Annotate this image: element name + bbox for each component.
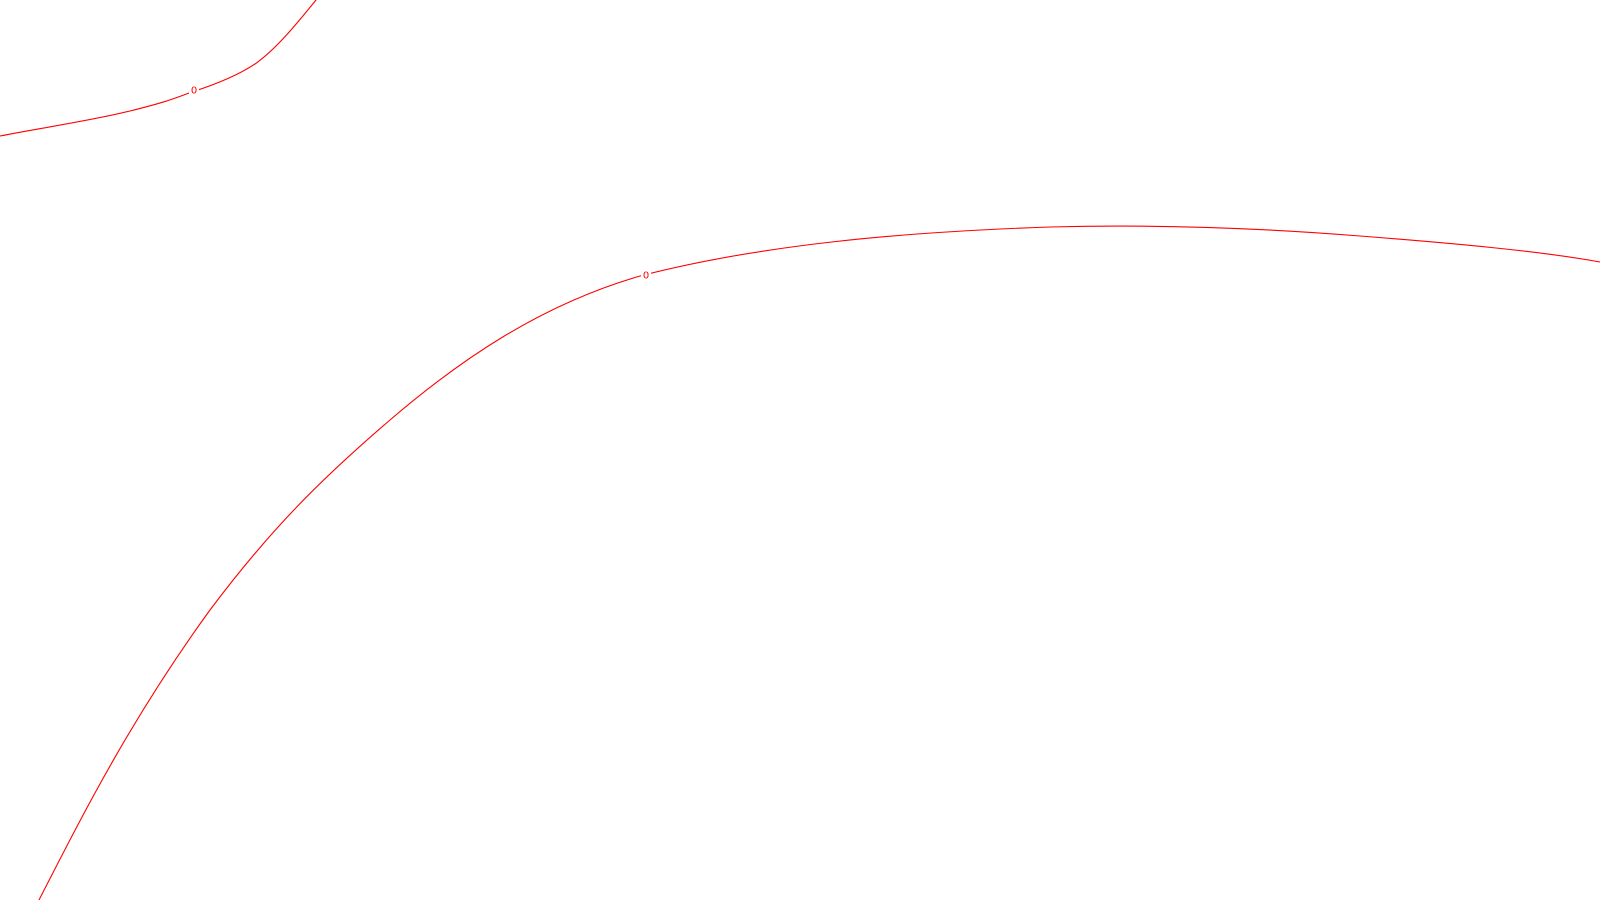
contour-label-bg-main — [641, 269, 651, 283]
contour-label-bg-upper-left — [189, 85, 199, 98]
contour-line-main: 0 — [38, 225, 1600, 900]
contour-path-main — [38, 225, 1600, 900]
contour-label-main: 0 — [643, 271, 649, 282]
contour-line-upper-left: 0 — [0, 0, 317, 137]
contour-label-upper-left: 0 — [191, 86, 197, 97]
